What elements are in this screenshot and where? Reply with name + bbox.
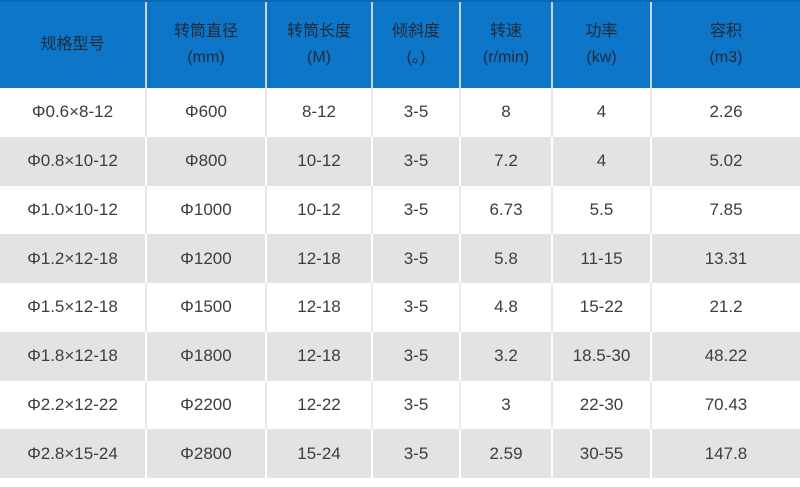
table-cell: 3-5 xyxy=(373,283,461,332)
header-label: 转筒长度 xyxy=(286,23,351,40)
table-cell: 2.26 xyxy=(709,102,743,122)
table-cell: 3-5 xyxy=(373,234,461,283)
table-cell: 12-18 xyxy=(267,283,373,332)
table-cell: Φ800 xyxy=(147,136,267,186)
table-cell: 3 xyxy=(461,380,553,430)
header-cell-volume: 容积 (m3) xyxy=(652,2,800,88)
table-cell: Φ600 xyxy=(147,88,267,137)
table-cell: 7.2 xyxy=(461,136,553,186)
header-cell-diameter: 转筒直径 (mm) xyxy=(147,2,267,88)
table-cell: Φ1.8×12-18 xyxy=(0,331,147,381)
header-label: 规格型号 xyxy=(40,36,105,53)
table-cell: 11-15 xyxy=(553,234,652,283)
table-cell: Φ2200 xyxy=(147,380,267,430)
table-cell: 10-12 xyxy=(267,185,373,235)
table-cell: 15-24 xyxy=(267,429,373,478)
table-row: Φ1.0×10-12 Φ1000 10-12 3-5 6.73 5.5 7.85 xyxy=(0,185,800,235)
table-cell: Φ2800 xyxy=(147,429,267,478)
header-unit: (mm) xyxy=(187,49,225,66)
header-cell-spec: 规格型号 xyxy=(0,2,147,88)
table-cell: 3.2 xyxy=(461,331,553,381)
table-cell: 48.22 xyxy=(704,346,748,366)
table-cell: 12-22 xyxy=(267,380,373,430)
table-cell: Φ1500 xyxy=(147,283,267,332)
table-header-row: 规格型号 转筒直径 (mm) 转筒长度 (M) 倾斜度 (。) 转速 (r/mi… xyxy=(0,0,800,88)
header-cell-incline: 倾斜度 (。) xyxy=(373,2,461,88)
table-cell: 12-18 xyxy=(267,234,373,283)
table-row: Φ0.8×10-12 Φ800 10-12 3-5 7.2 4 5.02 xyxy=(0,136,800,186)
table-row: Φ1.8×12-18 Φ1800 12-18 3-5 3.2 18.5-30 48.22 xyxy=(0,331,800,381)
table-row: Φ2.8×15-24 Φ2800 15-24 3-5 2.59 30-55 147.8 xyxy=(0,429,800,478)
table-cell: Φ2.8×15-24 xyxy=(0,429,147,478)
table-cell: Φ1.5×12-18 xyxy=(0,283,147,332)
table-cell: Φ2.2×12-22 xyxy=(0,380,147,430)
table-cell: 3-5 xyxy=(373,136,461,186)
header-unit: (r/min) xyxy=(482,49,530,66)
table-row: Φ2.2×12-22 Φ2200 12-22 3-5 3 22-30 70.43 xyxy=(0,380,800,430)
header-label: 容积 xyxy=(709,23,742,40)
table-cell: 5.5 xyxy=(553,185,652,235)
table-cell: 4 xyxy=(553,136,652,186)
table-cell: 2.59 xyxy=(461,429,553,478)
table-cell: 4 xyxy=(553,88,652,137)
table-cell: 3-5 xyxy=(373,331,461,381)
table-row: Φ1.2×12-18 Φ1200 12-18 3-5 5.8 11-15 13.31 xyxy=(0,234,800,283)
table-cell: 3-5 xyxy=(373,429,461,478)
table-cell: 8-12 xyxy=(267,88,373,137)
table-cell: Φ1.0×10-12 xyxy=(0,185,147,235)
table-cell: 70.43 xyxy=(704,394,748,414)
table-cell: 5.02 xyxy=(709,151,743,171)
table-cell: 22-30 xyxy=(553,380,652,430)
table-cell: Φ1.2×12-18 xyxy=(0,234,147,283)
table-cell: 13.31 xyxy=(704,248,748,268)
table-cell: 4.8 xyxy=(461,283,553,332)
table-cell: 12-18 xyxy=(267,331,373,381)
table-cell: Φ1000 xyxy=(147,185,267,235)
header-label: 功率 xyxy=(585,23,618,40)
header-unit: (。) xyxy=(406,49,426,66)
table-body: Φ0.6×8-12 Φ600 8-12 3-5 8 4 2.26 Φ0.8×10-12 Φ800… xyxy=(0,88,800,478)
table-cell: 18.5-30 xyxy=(553,331,652,381)
header-unit: (M) xyxy=(307,49,331,66)
table-cell: 15-22 xyxy=(553,283,652,332)
table-cell: Φ1200 xyxy=(147,234,267,283)
header-label: 倾斜度 xyxy=(391,23,440,40)
table-cell: 5.8 xyxy=(461,234,553,283)
table-cell: 147.8 xyxy=(704,443,748,463)
header-unit: (m3) xyxy=(709,49,743,66)
table-cell: 7.85 xyxy=(709,199,743,219)
table-cell: Φ1800 xyxy=(147,331,267,381)
table-cell: 3-5 xyxy=(373,380,461,430)
header-cell-length: 转筒长度 (M) xyxy=(267,2,373,88)
table-cell: 3-5 xyxy=(373,185,461,235)
table-cell: Φ0.8×10-12 xyxy=(0,136,147,186)
table-cell: Φ0.6×8-12 xyxy=(0,88,147,137)
table-cell: 6.73 xyxy=(461,185,553,235)
table-cell: 30-55 xyxy=(553,429,652,478)
table-cell: 21.2 xyxy=(709,297,743,317)
header-cell-power: 功率 (kw) xyxy=(553,2,652,88)
header-cell-speed: 转速 (r/min) xyxy=(461,2,553,88)
header-label: 转速 xyxy=(489,23,522,40)
table-row: Φ1.5×12-18 Φ1500 12-18 3-5 4.8 15-22 21.2 xyxy=(0,283,800,332)
table-row: Φ0.6×8-12 Φ600 8-12 3-5 8 4 2.26 xyxy=(0,88,800,137)
header-label: 转筒直径 xyxy=(173,23,238,40)
table-cell: 3-5 xyxy=(373,88,461,137)
table-cell: 10-12 xyxy=(267,136,373,186)
table-cell: 8 xyxy=(461,88,553,137)
header-unit: (kw) xyxy=(586,49,617,66)
